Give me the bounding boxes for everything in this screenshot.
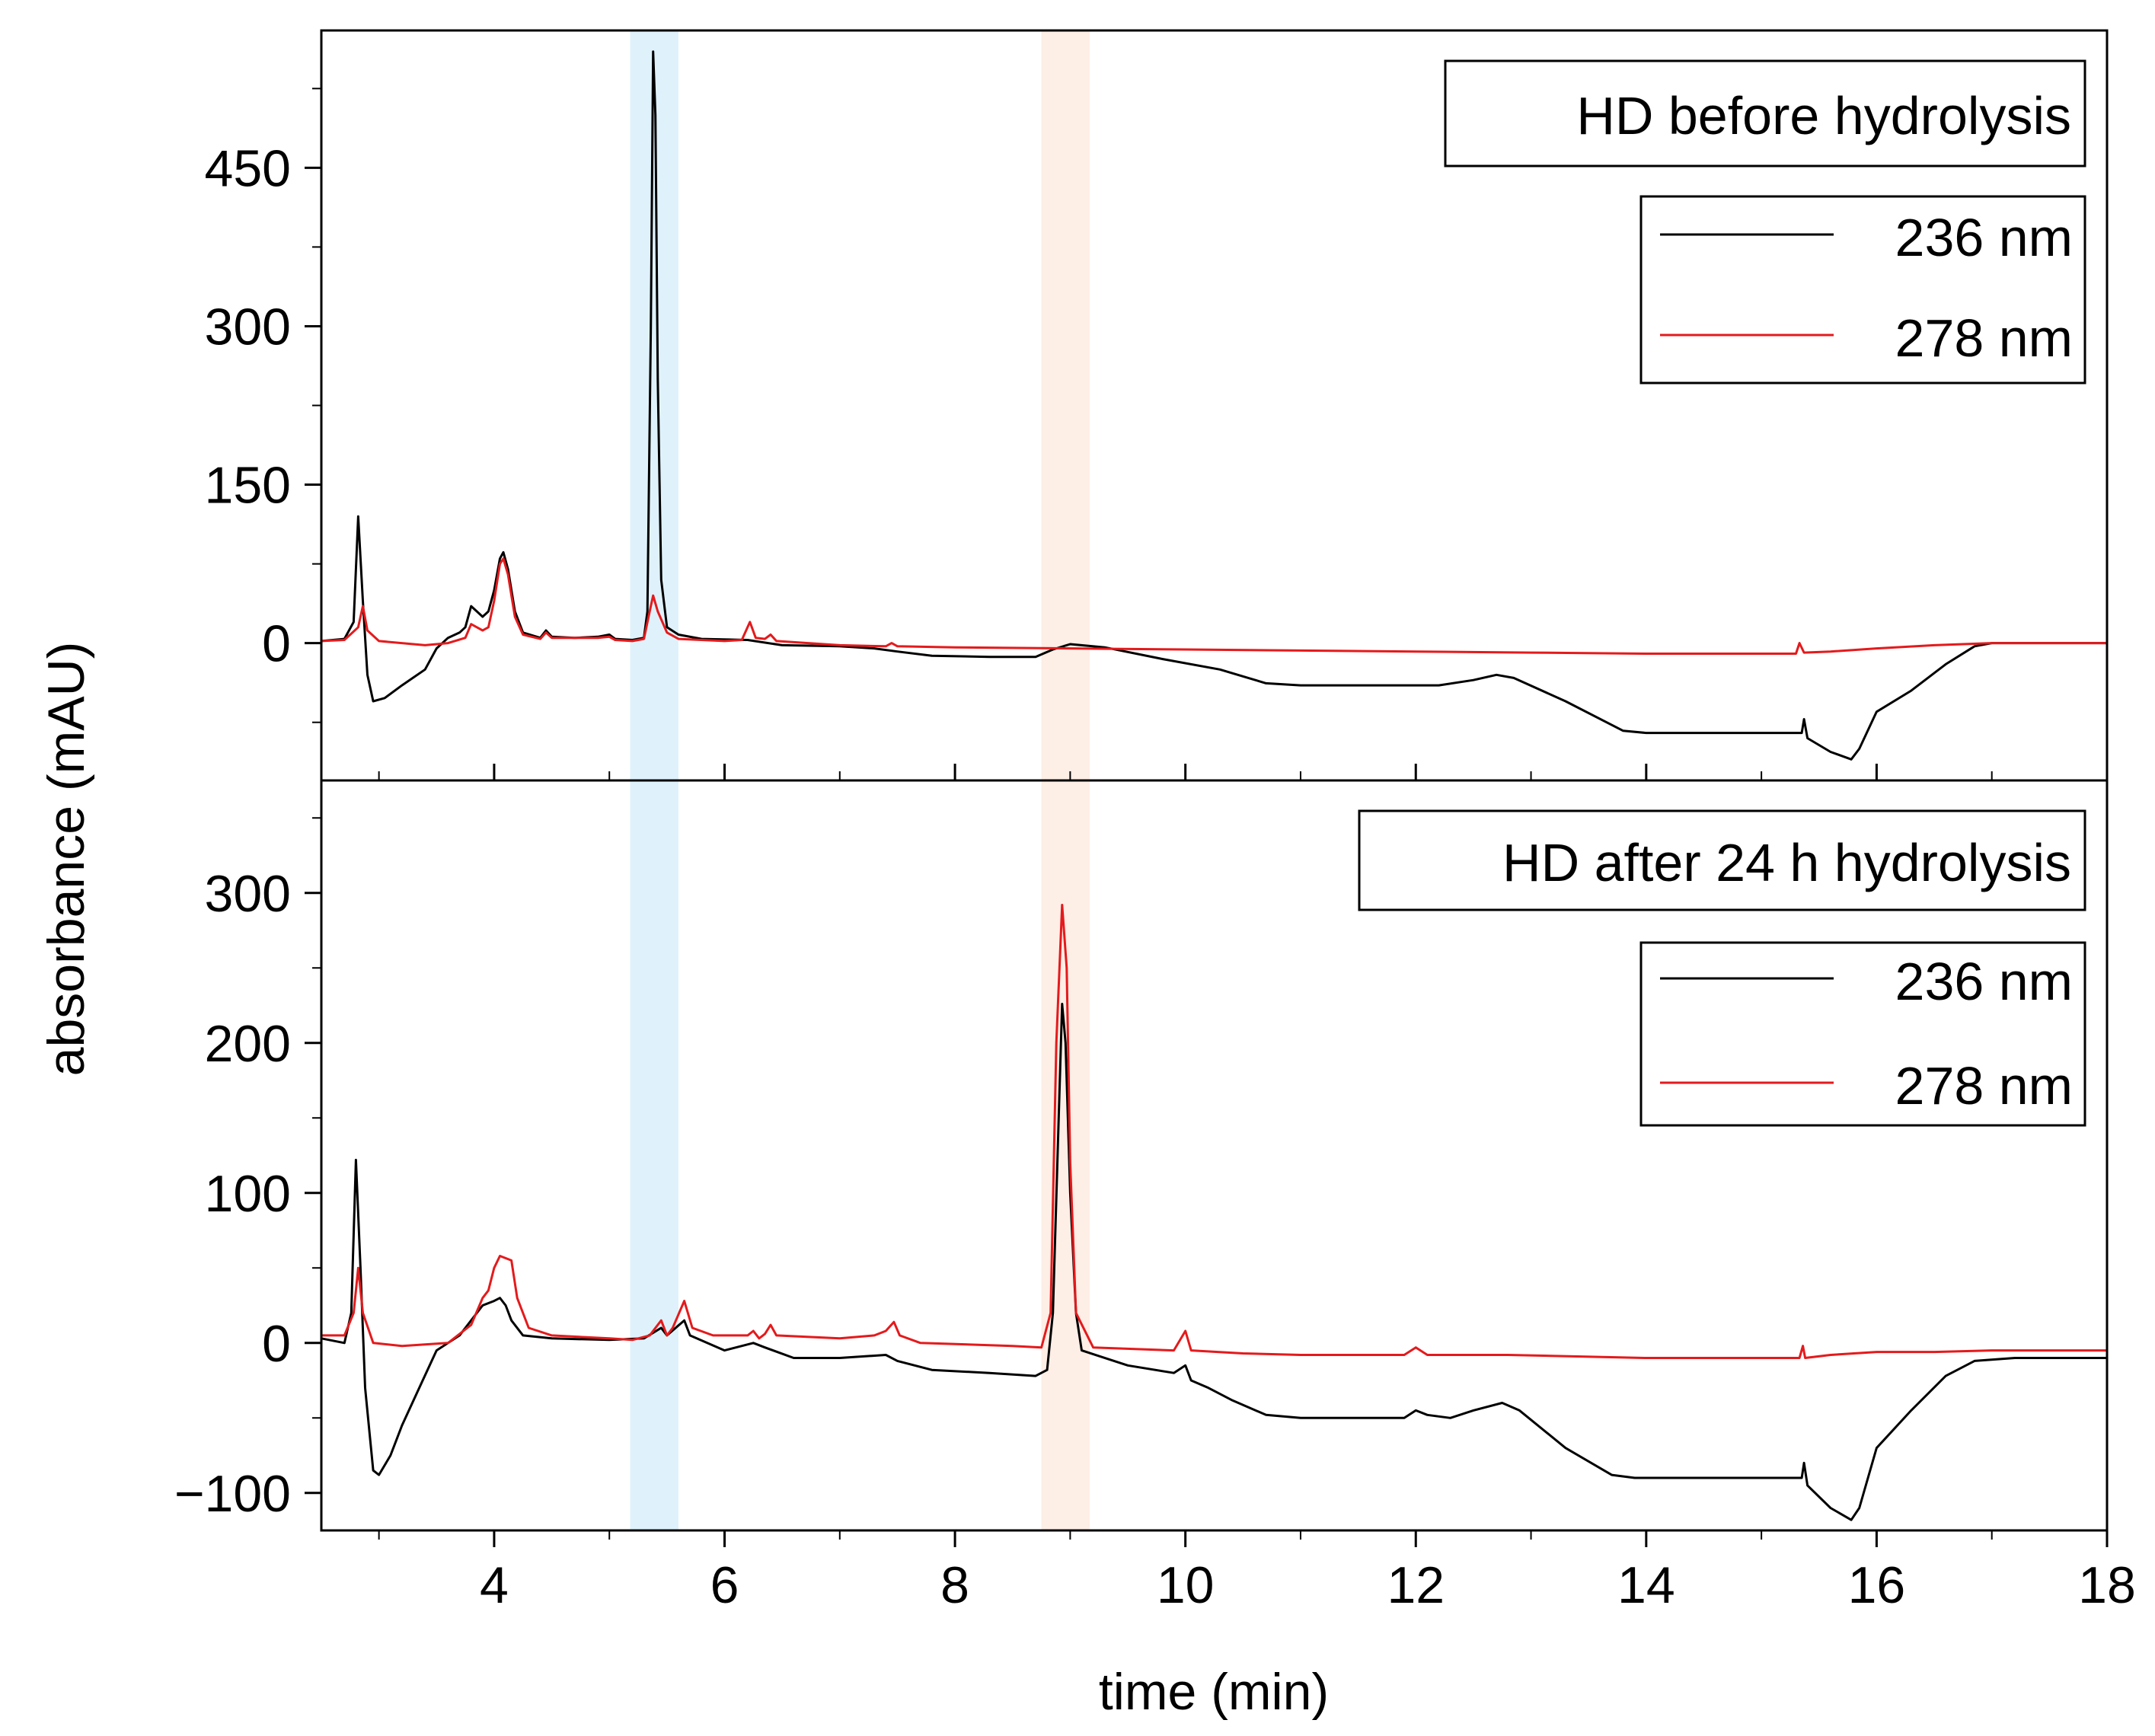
top-legend: 236 nm 278 nm	[1639, 195, 2086, 385]
bottom-panel-title: HD after 24 h hydrolysis	[1502, 833, 2071, 892]
x-tick-label: 14	[1617, 1556, 1675, 1614]
bottom-y-tick-label: 300	[205, 865, 291, 923]
top-panel-title-box: HD before hydrolysis	[1444, 59, 2086, 168]
bottom-plot-frame	[320, 779, 2109, 1532]
top-panel-series	[321, 50, 2107, 761]
x-tick-label: 10	[1157, 1556, 1215, 1614]
top-highlight-band-blue	[630, 30, 678, 780]
x-axis-label: time (min)	[1099, 1663, 1329, 1721]
top-y-tick-label: 150	[205, 457, 291, 515]
x-tick-label: 16	[1848, 1556, 1906, 1614]
bottom-panel-series	[321, 904, 2107, 1521]
top-series-236-nm	[321, 50, 2107, 761]
top-y-tick-label: 300	[205, 298, 291, 356]
bottom-y-tick-label: 200	[205, 1015, 291, 1073]
top-highlight-band-orange	[1041, 30, 1090, 780]
bottom-highlight-band-orange	[1041, 780, 1090, 1530]
top-legend-236-label: 236 nm	[1895, 208, 2073, 267]
bottom-panel-title-box: HD after 24 h hydrolysis	[1358, 809, 2086, 911]
top-series-278-nm	[321, 557, 2107, 655]
top-panel-title: HD before hydrolysis	[1576, 86, 2071, 145]
bottom-legend: 236 nm 278 nm	[1639, 941, 2086, 1127]
bottom-y-tick-label: 100	[205, 1165, 291, 1223]
bottom-legend-236-label: 236 nm	[1895, 952, 2073, 1011]
bottom-y-tick-label: 0	[262, 1315, 291, 1373]
highlight-bands	[630, 30, 1090, 1530]
bottom-legend-278-label: 278 nm	[1895, 1056, 2073, 1115]
top-y-tick-label: 450	[205, 139, 291, 197]
x-tick-label: 18	[2078, 1556, 2136, 1614]
bottom-highlight-band-blue	[630, 780, 678, 1530]
x-tick-label: 8	[940, 1556, 969, 1614]
bottom-series-278-nm	[321, 904, 2107, 1359]
x-tick-label: 6	[710, 1556, 739, 1614]
x-tick-label: 12	[1387, 1556, 1445, 1614]
x-tick-label: 4	[480, 1556, 509, 1614]
top-y-tick-label: 0	[262, 615, 291, 673]
top-legend-278-label: 278 nm	[1895, 308, 2073, 368]
axis-ticks: 0 150 300 450 −100 0 100 200 300 4 6 8 10 12 14 16 18	[174, 88, 2136, 1614]
y-axis-label: absorbance (mAU)	[37, 642, 95, 1077]
bottom-y-tick-label: −100	[174, 1465, 291, 1523]
